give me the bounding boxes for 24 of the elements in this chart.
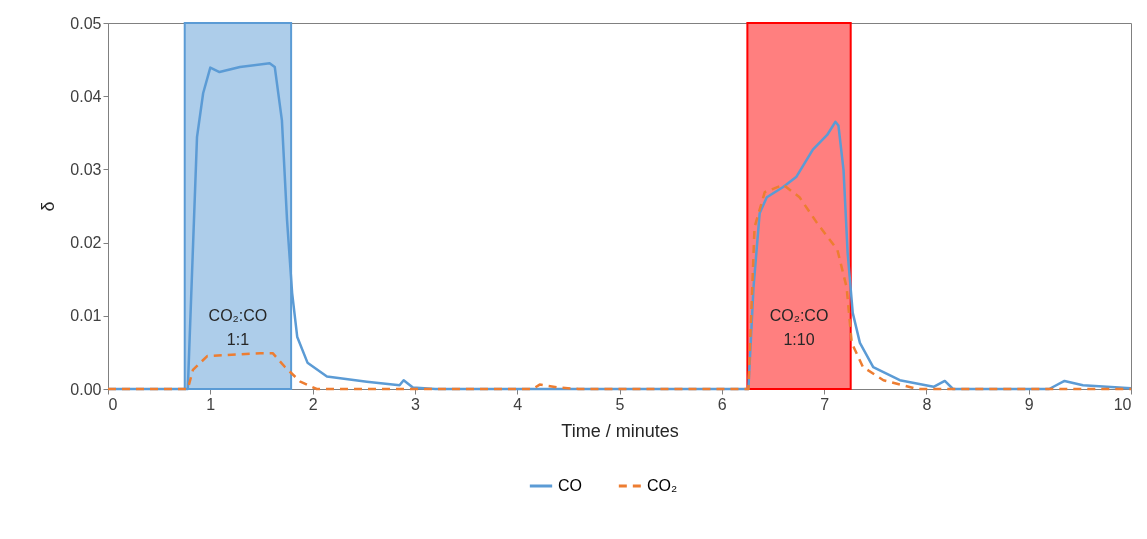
x-tick-label: 7 xyxy=(820,395,830,413)
x-tick-label: 8 xyxy=(922,395,932,413)
legend-label: CO₂ xyxy=(647,477,678,494)
y-tick-label: 0.04 xyxy=(70,87,102,105)
x-axis-title: Time / minutes xyxy=(561,420,679,441)
y-tick-label: 0.01 xyxy=(70,307,102,325)
y-axis-title: δ xyxy=(38,201,59,212)
y-tick-label: 0.05 xyxy=(70,14,102,32)
band-label: CO₂:CO 1:1 xyxy=(208,306,268,348)
x-tick-label: 10 xyxy=(1113,395,1132,413)
x-tick-label: 4 xyxy=(513,395,523,413)
line-series xyxy=(106,183,1133,391)
legend-label: CO xyxy=(558,477,582,494)
x-tick-label: 3 xyxy=(410,395,420,413)
x-tick-label: 1 xyxy=(206,395,216,413)
x-tick-label: 9 xyxy=(1024,395,1034,413)
y-tick-label: 0.00 xyxy=(70,380,102,398)
x-tick-label: 6 xyxy=(717,395,727,413)
y-tick-label: 0.02 xyxy=(70,234,102,252)
x-tick-label: 2 xyxy=(308,395,318,413)
x-tick-label: 5 xyxy=(615,395,625,413)
x-tick-label: 0 xyxy=(108,395,118,413)
y-tick-label: 0.03 xyxy=(70,160,102,178)
band-label: CO₂:CO 1:10 xyxy=(769,306,829,348)
